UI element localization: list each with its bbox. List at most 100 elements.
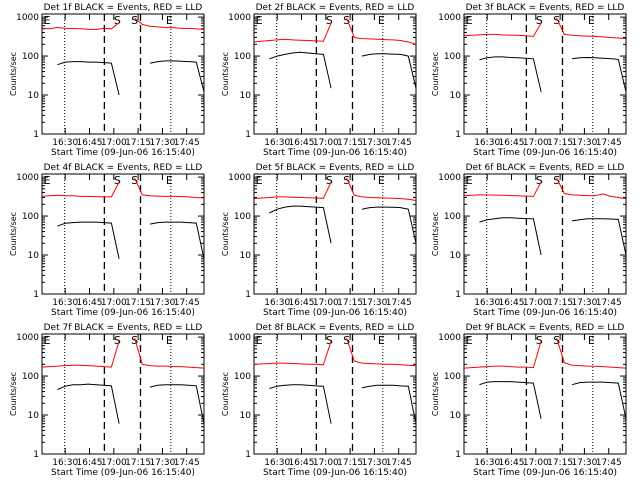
event-marker-letter: E (44, 174, 51, 187)
x-tick-label: 16:45 (289, 458, 315, 468)
panel-title: Det 1f BLACK = Events, RED = LLD (44, 3, 203, 13)
x-tick-label: 16:45 (77, 458, 103, 468)
y-axis-label: Counts/sec (431, 52, 440, 96)
x-tick-label: 17:00 (101, 298, 127, 308)
y-axis-label: Counts/sec (431, 372, 440, 416)
y-tick-label: 10 (240, 411, 252, 421)
detector-panel: Det 7f BLACK = Events, RED = LLD 1 10 100 10… (9, 323, 205, 478)
y-tick-label: 1000 (438, 333, 461, 343)
event-marker-letter: S (131, 14, 138, 27)
event-marker-letter: S (536, 174, 543, 187)
panel-title: Det 8f BLACK = Events, RED = LLD (256, 323, 415, 333)
y-tick-label: 1000 (16, 13, 39, 23)
events-series-line (57, 60, 205, 96)
x-tick-label: 17:15 (547, 458, 573, 468)
event-marker-letter: E (256, 174, 263, 187)
x-tick-label: 17:30 (361, 138, 387, 148)
x-tick-label: 17:15 (125, 458, 151, 468)
x-tick-label: 17:15 (337, 138, 363, 148)
events-series-line (57, 383, 205, 424)
lld-series-line (41, 177, 205, 199)
y-tick-label: 100 (22, 372, 39, 382)
y-tick-label: 100 (234, 372, 251, 382)
event-marker-letter: S (326, 14, 333, 27)
y-tick-label: 1 (245, 290, 251, 300)
x-tick-label: 17:30 (149, 458, 175, 468)
event-marker-letter: S (131, 174, 138, 187)
lld-series-line (253, 337, 417, 367)
plot-frame (463, 13, 627, 135)
y-tick-label: 1000 (438, 13, 461, 23)
x-tick-label: 17:00 (523, 138, 549, 148)
x-tick-label: 17:45 (596, 138, 622, 148)
x-tick-label: 16:30 (52, 458, 78, 468)
plot-frame (253, 13, 417, 135)
event-marker-letter: S (114, 334, 121, 347)
x-tick-label: 17:15 (125, 138, 151, 148)
x-tick-label: 16:30 (264, 298, 290, 308)
plot-frame (41, 173, 205, 295)
y-axis-label: Counts/sec (221, 52, 230, 96)
y-tick-label: 100 (444, 52, 461, 62)
y-tick-label: 100 (22, 52, 39, 62)
x-tick-label: 17:45 (596, 458, 622, 468)
y-tick-label: 100 (234, 52, 251, 62)
y-axis-label: Counts/sec (221, 212, 230, 256)
x-tick-label: 17:45 (386, 138, 412, 148)
x-tick-label: 16:45 (499, 298, 525, 308)
y-tick-label: 1 (455, 290, 461, 300)
x-tick-label: 16:45 (499, 458, 525, 468)
x-tick-label: 17:30 (571, 458, 597, 468)
lld-series-line (41, 17, 205, 31)
panel-title: Det 6f BLACK = Events, RED = LLD (466, 163, 625, 173)
event-marker-letter: S (114, 14, 121, 27)
event-marker-letter: E (166, 334, 173, 347)
y-axis-label: Counts/sec (9, 52, 18, 96)
detector-panel: Det 6f BLACK = Events, RED = LLD 1 10 100 10… (431, 163, 627, 318)
plot-frame (41, 13, 205, 135)
detector-panel: Det 3f BLACK = Events, RED = LLD 1 10 100 10… (431, 3, 627, 158)
y-tick-label: 10 (28, 91, 40, 101)
event-marker-letter: S (536, 14, 543, 27)
y-axis-label: Counts/sec (9, 212, 18, 256)
event-marker-letter: E (588, 14, 595, 27)
plot-frame (41, 333, 205, 455)
x-axis-label: Start Time (09-Jun-06 16:15:40) (51, 148, 195, 158)
y-tick-label: 10 (28, 251, 40, 261)
event-marker-letter: E (466, 14, 473, 27)
panel-title: Det 3f BLACK = Events, RED = LLD (466, 3, 625, 13)
y-tick-label: 1 (33, 130, 39, 140)
lld-series-line (463, 17, 627, 40)
event-marker-letter: S (536, 334, 543, 347)
y-tick-label: 1 (33, 290, 39, 300)
x-tick-label: 17:30 (361, 298, 387, 308)
detector-panel: Det 5f BLACK = Events, RED = LLD 1 10 100 10… (221, 163, 417, 318)
detector-panel: Det 2f BLACK = Events, RED = LLD 1 10 100 10… (221, 3, 417, 158)
x-tick-label: 16:45 (289, 138, 315, 148)
y-axis-label: Counts/sec (221, 372, 230, 416)
x-tick-label: 17:00 (523, 458, 549, 468)
x-tick-label: 17:00 (101, 458, 127, 468)
detector-panel: Det 1f BLACK = Events, RED = LLD 1 10 100 10… (9, 3, 205, 158)
panel-title: Det 5f BLACK = Events, RED = LLD (256, 163, 415, 173)
x-tick-label: 17:15 (547, 138, 573, 148)
y-tick-label: 1 (455, 130, 461, 140)
y-tick-label: 100 (234, 212, 251, 222)
x-tick-label: 17:15 (547, 298, 573, 308)
x-axis-label: Start Time (09-Jun-06 16:15:40) (263, 148, 407, 158)
y-tick-label: 1000 (438, 173, 461, 183)
x-tick-label: 16:30 (474, 458, 500, 468)
y-tick-label: 100 (444, 372, 461, 382)
x-tick-label: 17:15 (337, 298, 363, 308)
events-series-line (269, 51, 417, 89)
lld-series-line (41, 337, 205, 369)
x-tick-label: 16:45 (499, 138, 525, 148)
event-marker-letter: E (166, 14, 173, 27)
x-tick-label: 17:45 (174, 458, 200, 468)
x-tick-label: 17:15 (125, 298, 151, 308)
event-marker-letter: E (44, 14, 51, 27)
event-marker-letter: S (343, 14, 350, 27)
panel-title: Det 4f BLACK = Events, RED = LLD (44, 163, 203, 173)
y-tick-label: 100 (22, 212, 39, 222)
